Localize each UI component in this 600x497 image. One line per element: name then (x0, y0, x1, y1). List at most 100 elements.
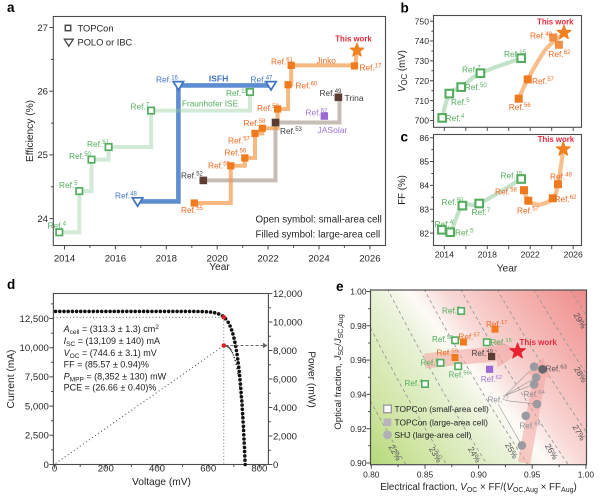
svg-text:Current (mA): Current (mA) (6, 350, 17, 409)
svg-text:0.90: 0.90 (350, 458, 367, 468)
svg-text:JASolar: JASolar (318, 125, 348, 135)
svg-text:c: c (401, 130, 409, 145)
svg-text:Ref.5: Ref.5 (451, 97, 470, 107)
svg-text:Ref.47: Ref.47 (251, 74, 274, 84)
svg-text:710: 710 (415, 96, 430, 106)
svg-text:Ref.56: Ref.56 (225, 148, 248, 158)
svg-text:0.92: 0.92 (350, 424, 367, 434)
svg-text:84: 84 (419, 181, 429, 191)
svg-text:VOC = (744.6 ± 3.1) mV: VOC = (744.6 ± 3.1) mV (64, 348, 157, 360)
svg-text:Ref.16: Ref.16 (156, 74, 179, 84)
svg-text:TOPCon (small-area cell): TOPCon (small-area cell) (395, 404, 490, 414)
svg-text:Ref.17: Ref.17 (486, 320, 507, 329)
svg-text:Ref.57: Ref.57 (517, 206, 540, 216)
svg-text:Efficiency (%): Efficiency (%) (25, 100, 36, 162)
svg-text:Ref.53: Ref.53 (280, 126, 303, 136)
svg-text:Open symbol: small-area cell: Open symbol: small-area cell (256, 215, 382, 226)
svg-text:7,500: 7,500 (25, 372, 49, 383)
svg-text:2014: 2014 (435, 250, 454, 260)
svg-text:Ref.51: Ref.51 (87, 139, 110, 149)
svg-text:200: 200 (98, 464, 114, 475)
svg-text:Ref.50: Ref.50 (432, 335, 453, 344)
svg-text:10,000: 10,000 (20, 343, 49, 354)
svg-text:Ref.58: Ref.58 (244, 118, 267, 128)
svg-text:Ref.57: Ref.57 (228, 136, 251, 146)
svg-text:Voltage (mV): Voltage (mV) (132, 477, 191, 488)
svg-text:Ref.61: Ref.61 (271, 57, 294, 67)
svg-text:Ref.55: Ref.55 (208, 161, 231, 171)
svg-text:0.96: 0.96 (350, 355, 367, 365)
svg-text:Ref.49: Ref.49 (320, 88, 343, 98)
svg-text:d: d (7, 277, 15, 292)
svg-text:Ref.60: Ref.60 (296, 80, 319, 90)
svg-text:0.90: 0.90 (470, 470, 487, 480)
svg-text:VOC (mV): VOC (mV) (397, 50, 409, 92)
svg-text:0: 0 (44, 460, 49, 471)
svg-text:Ref.50: Ref.50 (465, 82, 488, 92)
svg-text:2,000: 2,000 (273, 431, 297, 442)
svg-text:25: 25 (37, 150, 48, 161)
svg-text:Year: Year (209, 262, 230, 273)
svg-text:Electrical fraction, VOC × FF/: Electrical fraction, VOC × FF/(VOC,Aug ×… (380, 482, 577, 494)
svg-text:86: 86 (419, 133, 429, 143)
svg-text:e: e (336, 279, 344, 294)
svg-text:Ref.56: Ref.56 (509, 102, 532, 112)
svg-text:Ref.59: Ref.59 (437, 349, 458, 358)
svg-text:Ref.64: Ref.64 (524, 390, 546, 399)
svg-text:800: 800 (251, 464, 267, 475)
svg-text:Filled symbol: large-area cell: Filled symbol: large-area cell (256, 230, 381, 241)
svg-text:a: a (7, 0, 15, 15)
svg-text:Jinko: Jinko (317, 55, 337, 65)
svg-text:Ref.4: Ref.4 (405, 379, 424, 388)
svg-text:0: 0 (273, 460, 278, 471)
svg-text:Ref.57: Ref.57 (532, 76, 555, 86)
svg-text:This work: This work (520, 338, 558, 347)
svg-text:2016: 2016 (105, 254, 126, 265)
svg-text:730: 730 (415, 56, 430, 66)
svg-text:TOPCon (large-area cell): TOPCon (large-area cell) (395, 417, 489, 427)
svg-text:Ref.66: Ref.66 (520, 422, 541, 431)
svg-text:700: 700 (415, 116, 430, 126)
svg-text:12,000: 12,000 (273, 289, 302, 300)
svg-text:83: 83 (419, 204, 429, 214)
svg-text:4,000: 4,000 (273, 403, 297, 414)
svg-text:2014: 2014 (54, 254, 76, 265)
svg-text:5,000: 5,000 (25, 401, 49, 412)
svg-text:Ref.27: Ref.27 (488, 396, 509, 405)
svg-text:Ref.7: Ref.7 (462, 65, 481, 75)
svg-text:Ref.49: Ref.49 (550, 172, 573, 182)
svg-text:1.00: 1.00 (578, 470, 595, 480)
svg-text:0: 0 (52, 464, 57, 475)
svg-text:2022: 2022 (521, 250, 540, 260)
svg-text:Ref.15: Ref.15 (226, 88, 249, 98)
svg-text:SHJ (large-area cell): SHJ (large-area cell) (395, 430, 472, 440)
svg-text:Ref.56: Ref.56 (449, 371, 470, 380)
svg-text:Ref.7: Ref.7 (442, 307, 460, 316)
svg-text:Ref.52: Ref.52 (181, 171, 204, 181)
svg-text:740: 740 (415, 36, 430, 46)
svg-text:Ref.7: Ref.7 (131, 102, 150, 112)
svg-text:8,000: 8,000 (273, 346, 297, 357)
svg-text:Ref.15: Ref.15 (491, 338, 512, 347)
svg-text:Ref.4: Ref.4 (48, 221, 67, 231)
svg-text:ISFH: ISFH (209, 73, 229, 83)
svg-text:Ref.57: Ref.57 (459, 333, 480, 342)
svg-text:POLO or IBC: POLO or IBC (78, 38, 133, 48)
svg-text:Ref.58: Ref.58 (495, 187, 518, 197)
svg-text:2018: 2018 (478, 250, 497, 260)
svg-text:Ref.48: Ref.48 (115, 191, 138, 201)
svg-text:Fraunhofer ISE: Fraunhofer ISE (182, 99, 239, 109)
svg-text:Ref.5: Ref.5 (455, 228, 474, 238)
svg-text:2020: 2020 (207, 254, 228, 265)
svg-text:Ref.62: Ref.62 (481, 375, 502, 384)
svg-text:Ref.5: Ref.5 (421, 359, 439, 368)
svg-text:0.95: 0.95 (524, 470, 541, 480)
svg-text:Ref.50: Ref.50 (69, 151, 92, 161)
svg-text:ISC = (13,109 ± 140) mA: ISC = (13,109 ± 140) mA (64, 336, 160, 348)
svg-text:10,000: 10,000 (273, 317, 302, 328)
svg-text:2026: 2026 (359, 254, 380, 265)
svg-text:b: b (401, 1, 409, 16)
svg-text:PMPP = (8,352 ± 130) mW: PMPP = (8,352 ± 130) mW (64, 371, 167, 383)
svg-text:720: 720 (415, 76, 430, 86)
svg-text:2024: 2024 (308, 254, 330, 265)
